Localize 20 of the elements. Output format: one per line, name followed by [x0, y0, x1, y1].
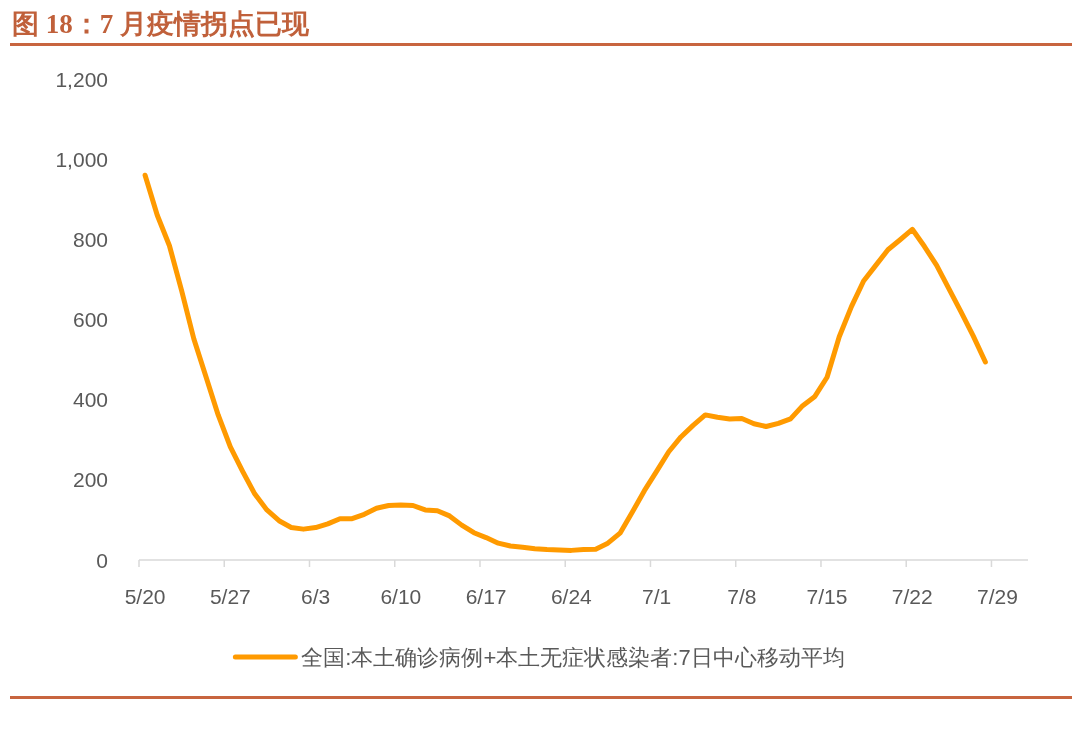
- x-tick-label: 6/24: [550, 585, 593, 608]
- y-tick-label: 1,000: [55, 147, 108, 171]
- x-tick-label: 5/27: [209, 585, 251, 608]
- x-tick-label: 6/17: [465, 585, 507, 608]
- legend: 全国:本土确诊病例+本土无症状感染者:7日中心移动平均: [232, 645, 845, 670]
- y-tick-label: 800: [72, 227, 108, 251]
- x-tick-label: 5/20: [124, 585, 166, 608]
- y-tick-label: 600: [72, 308, 108, 331]
- x-tick-label: 7/29: [977, 585, 1018, 608]
- x-tick-label: 7/8: [727, 585, 757, 608]
- x-tick-label: 7/15: [806, 585, 848, 608]
- x-tick-label: 6/3: [300, 585, 331, 608]
- y-tick-label: 1,200: [55, 67, 108, 91]
- x-tick-label: 7/22: [891, 585, 933, 608]
- y-tick-label: 0: [96, 548, 108, 572]
- x-tick-label: 7/1: [641, 585, 672, 608]
- y-tick-label: 400: [72, 388, 108, 412]
- x-tick-label: 6/10: [380, 585, 422, 608]
- title: 图 18：7 月疫情拐点已现: [12, 9, 309, 39]
- y-tick-label: 200: [72, 468, 108, 492]
